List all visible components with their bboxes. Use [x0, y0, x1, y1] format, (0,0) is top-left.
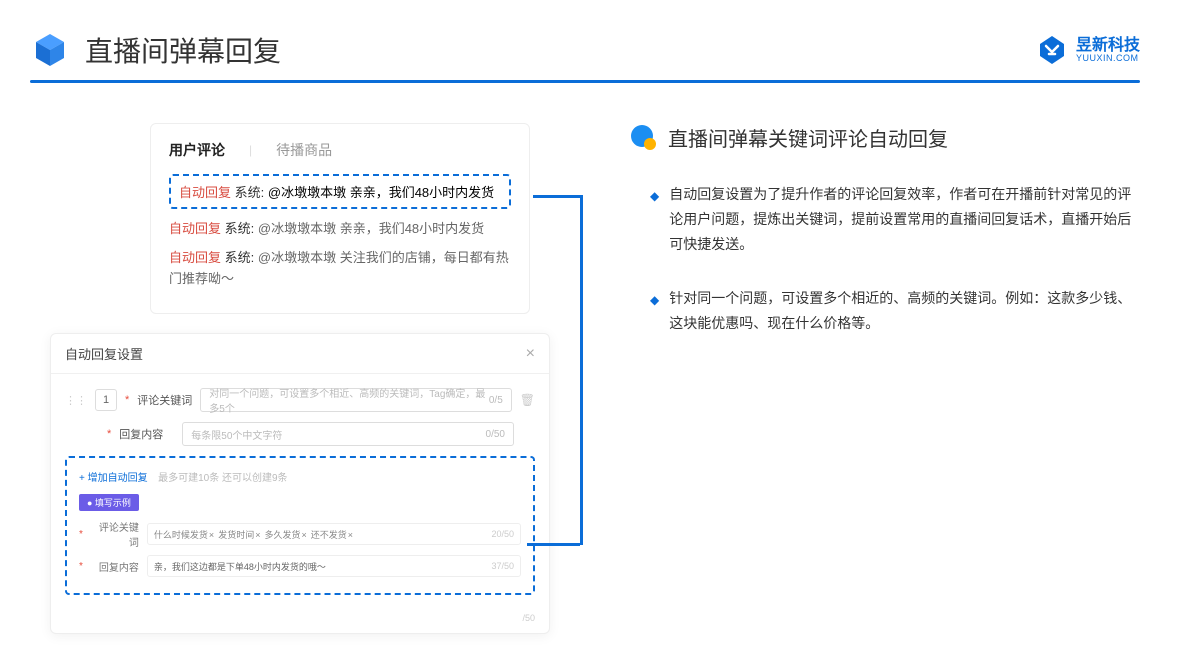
- example-reply-row: * 回复内容 亲，我们这边都是下单48小时内发货的哦～ 37/50: [79, 555, 521, 577]
- right-title: 直播间弹幕关键词评论自动回复: [668, 123, 948, 152]
- example-keyword-row: * 评论关键词 什么时候发货 发货时间 多久发货 还不发货 20/50: [79, 519, 521, 549]
- system-label: 系统:: [225, 250, 255, 265]
- system-label: 系统:: [225, 221, 255, 236]
- required-mark: *: [125, 394, 129, 406]
- right-heading: 直播间弹幕关键词评论自动回复: [630, 123, 1140, 152]
- settings-header: 自动回复设置 ×: [51, 334, 549, 374]
- reply-counter: 0/50: [486, 429, 505, 440]
- keyword-chip[interactable]: 什么时候发货: [154, 528, 214, 541]
- add-reply-row: + 增加自动回复 最多可建10条 还可以创建9条: [79, 468, 521, 486]
- drag-handle-icon[interactable]: ⋮⋮: [65, 394, 87, 407]
- brand-name: 昱新科技: [1076, 38, 1140, 54]
- comment-text: @冰墩墩本墩 亲亲，我们48小时内发货: [268, 185, 494, 200]
- input-placeholder: 每条限50个中文字符: [191, 427, 282, 442]
- reply-label: 回复内容: [119, 426, 174, 442]
- required-mark: *: [79, 561, 83, 572]
- comment-row: 自动回复 系统: @冰墩墩本墩 关注我们的店铺，每日都有热门推荐呦～: [169, 248, 511, 290]
- bullet-item: ◆ 针对同一个问题，可设置多个相近的、高频的关键词。例如：这款多少钱、这块能优惠…: [630, 286, 1140, 336]
- brand-url: YUUXIN.COM: [1076, 54, 1140, 63]
- auto-reply-tag: 自动回复: [169, 250, 221, 265]
- system-label: 系统:: [235, 185, 265, 200]
- keyword-input[interactable]: 对同一个问题，可设置多个相近、高频的关键词，Tag确定，最多5个 0/5: [200, 388, 511, 412]
- close-icon[interactable]: ×: [526, 345, 535, 363]
- delete-icon[interactable]: 🗑: [520, 393, 535, 407]
- example-section: + 增加自动回复 最多可建10条 还可以创建9条 ● 填写示例 * 评论关键词 …: [65, 456, 535, 595]
- comments-panel: 用户评论 | 待播商品 自动回复 系统: @冰墩墩本墩 亲亲，我们48小时内发货…: [150, 123, 530, 314]
- connector-line: [533, 195, 580, 198]
- comment-tabs: 用户评论 | 待播商品: [169, 140, 511, 160]
- ex-keyword-input[interactable]: 什么时候发货 发货时间 多久发货 还不发货 20/50: [147, 523, 521, 545]
- tab-pending-products[interactable]: 待播商品: [276, 140, 332, 160]
- comment-text: @冰墩墩本墩 亲亲，我们48小时内发货: [258, 221, 484, 236]
- chat-bubble-icon: [630, 124, 658, 152]
- brand-block: 昱新科技 YUUXIN.COM: [1036, 34, 1140, 66]
- ex-keyword-label: 评论关键词: [91, 519, 139, 549]
- ex-reply-counter: 37/50: [491, 561, 514, 571]
- keyword-row: ⋮⋮ 1 * 评论关键词 对同一个问题，可设置多个相近、高频的关键词，Tag确定…: [65, 388, 535, 412]
- page-title: 直播间弹幕回复: [85, 30, 281, 70]
- bullet-text: 自动回复设置为了提升作者的评论回复效率，作者可在开播前针对常见的评论用户问题，提…: [669, 182, 1140, 258]
- ex-reply-text: 亲，我们这边都是下单48小时内发货的哦～: [154, 560, 326, 573]
- ex-kw-counter: 20/50: [491, 529, 514, 539]
- input-placeholder: 对同一个问题，可设置多个相近、高频的关键词，Tag确定，最多5个: [209, 385, 489, 415]
- diamond-icon: ◆: [650, 186, 659, 258]
- required-mark: *: [107, 428, 111, 440]
- brand-logo-icon: [1036, 34, 1068, 66]
- bullet-item: ◆ 自动回复设置为了提升作者的评论回复效率，作者可在开播前针对常见的评论用户问题…: [630, 182, 1140, 258]
- tab-user-comments[interactable]: 用户评论: [169, 140, 225, 160]
- ex-reply-input[interactable]: 亲，我们这边都是下单48小时内发货的哦～ 37/50: [147, 555, 521, 577]
- auto-reply-tag: 自动回复: [169, 221, 221, 236]
- panel-bottom-counter: /50: [51, 609, 549, 633]
- auto-reply-settings-panel: 自动回复设置 × ⋮⋮ 1 * 评论关键词 对同一个问题，可设置多个相近、高频的…: [50, 333, 550, 634]
- ex-reply-label: 回复内容: [91, 559, 139, 574]
- comment-row: 自动回复 系统: @冰墩墩本墩 亲亲，我们48小时内发货: [169, 219, 511, 240]
- keyword-chip[interactable]: 发货时间: [218, 528, 260, 541]
- reply-input[interactable]: 每条限50个中文字符 0/50: [182, 422, 514, 446]
- keyword-label: 评论关键词: [137, 392, 192, 408]
- keyword-chip[interactable]: 还不发货: [311, 528, 353, 541]
- tab-separator: |: [249, 143, 252, 157]
- add-auto-reply-link[interactable]: + 增加自动回复: [79, 473, 148, 484]
- settings-title: 自动回复设置: [65, 344, 143, 363]
- index-box: 1: [95, 389, 117, 411]
- header-left: 直播间弹幕回复: [30, 30, 281, 70]
- diamond-icon: ◆: [650, 290, 659, 336]
- example-badge: ● 填写示例: [79, 494, 139, 511]
- bullet-text: 针对同一个问题，可设置多个相近的、高频的关键词。例如：这款多少钱、这块能优惠吗、…: [669, 286, 1140, 336]
- connector-line: [580, 195, 583, 545]
- reply-row: * 回复内容 每条限50个中文字符 0/50: [65, 422, 535, 446]
- page-header: 直播间弹幕回复 昱新科技 YUUXIN.COM: [0, 0, 1180, 70]
- cube-icon: [30, 30, 70, 70]
- add-hint: 最多可建10条 还可以创建9条: [158, 473, 287, 484]
- highlighted-comment: 自动回复 系统: @冰墩墩本墩 亲亲，我们48小时内发货: [169, 174, 511, 209]
- auto-reply-tag: 自动回复: [179, 185, 231, 200]
- right-column: 直播间弹幕关键词评论自动回复 ◆ 自动回复设置为了提升作者的评论回复效率，作者可…: [630, 123, 1140, 364]
- left-column: 用户评论 | 待播商品 自动回复 系统: @冰墩墩本墩 亲亲，我们48小时内发货…: [50, 123, 570, 364]
- keyword-counter: 0/5: [489, 395, 503, 406]
- required-mark: *: [79, 529, 83, 540]
- keyword-chip[interactable]: 多久发货: [264, 528, 306, 541]
